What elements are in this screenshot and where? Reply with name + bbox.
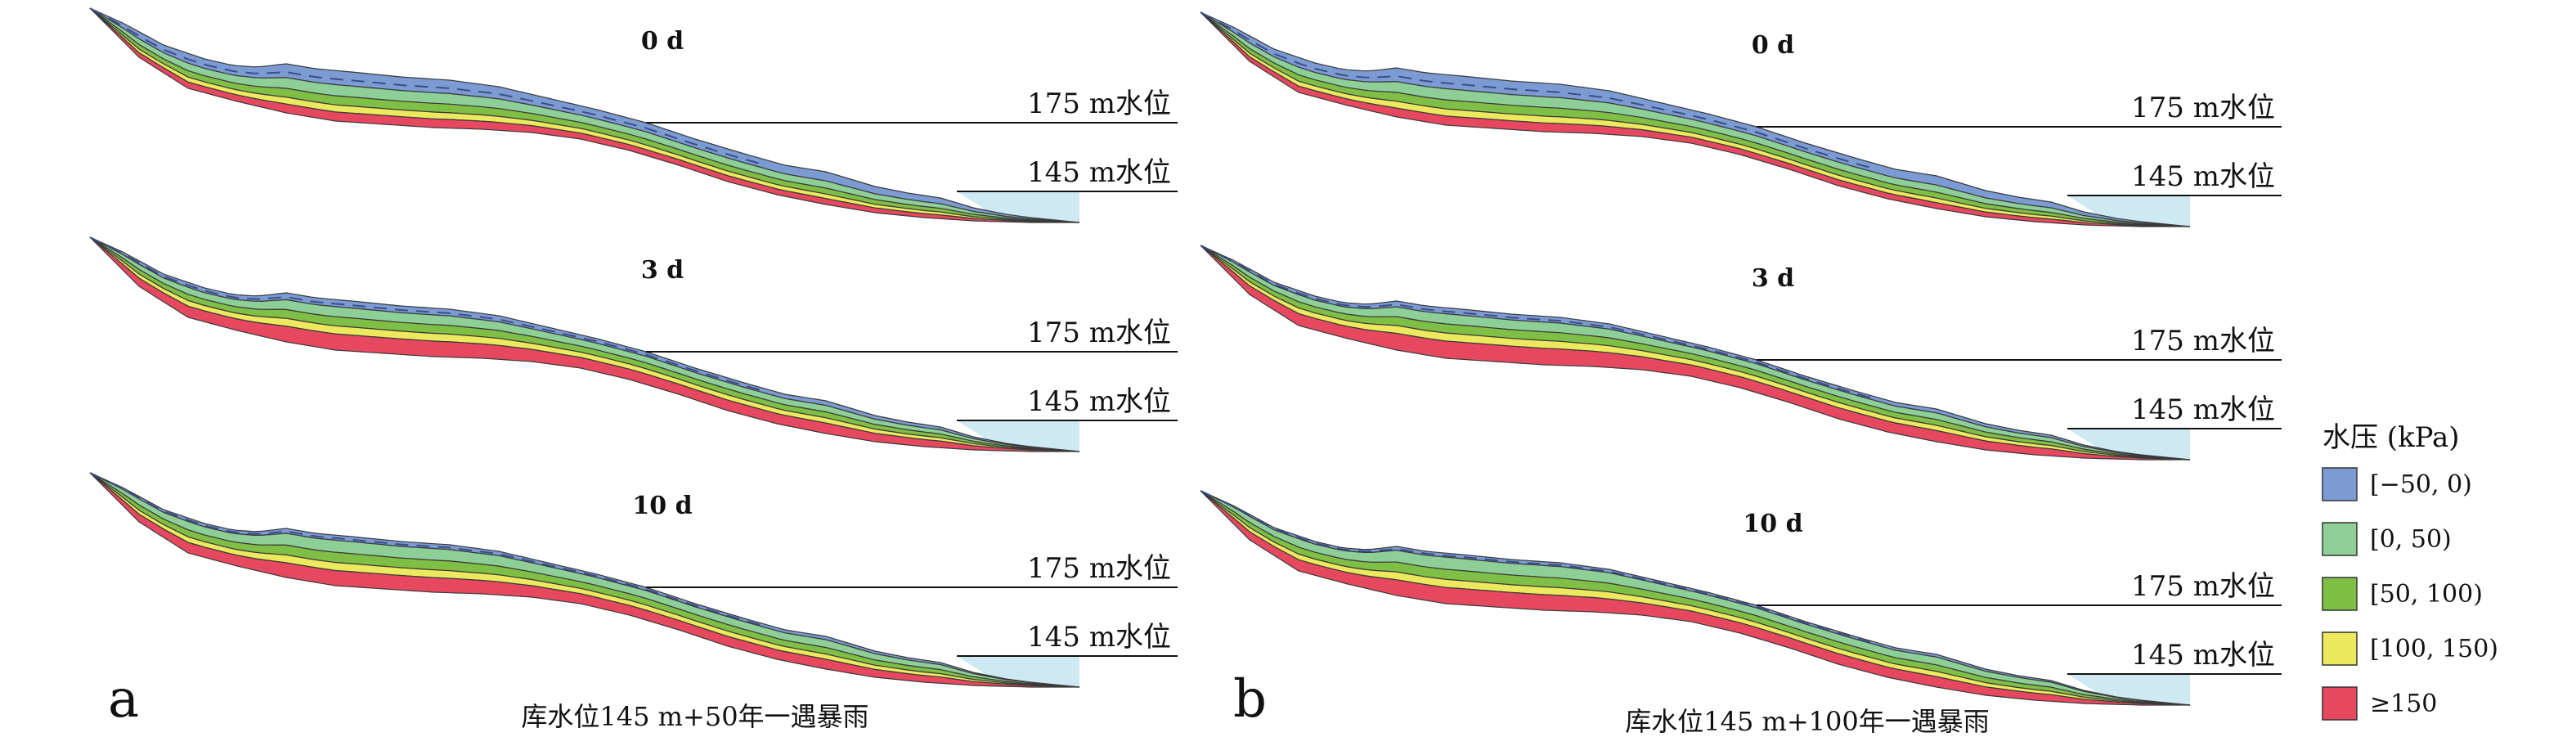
water-level-label-145: 145 m水位: [2131, 160, 2275, 193]
pressure-zone-4: [1200, 11, 2191, 227]
slope-section-row-10d: 175 m水位 145 m水位 10 d: [1200, 490, 2282, 706]
slope-section-row-3d: 175 m水位 145 m水位 3 d: [89, 236, 1178, 452]
water-level-label-145: 145 m水位: [1027, 385, 1171, 418]
water-level-label-175: 175 m水位: [2131, 570, 2275, 603]
slope-section-row-0d: 175 m水位 145 m水位 0 d: [89, 7, 1178, 223]
pressure-zone-1: [89, 236, 1080, 452]
time-label: 3 d: [1752, 264, 1794, 293]
water-level-label-145: 145 m水位: [1027, 621, 1171, 654]
water-level-label-145: 145 m水位: [2131, 639, 2275, 672]
reservoir-water: [2067, 195, 2190, 227]
phreatic-line: [1200, 490, 1872, 644]
legend-label-1: [0, 50): [2370, 525, 2452, 554]
slope-section-row-10d: 175 m水位 145 m水位 10 d: [89, 472, 1178, 688]
reservoir-water: [2067, 674, 2190, 705]
water-level-label-145: 145 m水位: [1027, 156, 1171, 189]
water-level-label-175: 175 m水位: [1027, 552, 1171, 585]
panel-b-caption: 库水位145 m+100年一遇暴雨: [1625, 706, 1990, 737]
reservoir-water: [957, 191, 1079, 222]
reservoir-water: [957, 656, 1079, 687]
time-label: 10 d: [1743, 510, 1802, 538]
water-level-label-175: 175 m水位: [2131, 92, 2275, 124]
legend-swatch-3: [2322, 631, 2358, 666]
time-label: 0 d: [1752, 31, 1794, 60]
legend-label-3: [100, 150): [2370, 635, 2498, 663]
legend-label-2: [50, 100): [2370, 580, 2483, 609]
legend-label-0: [−50, 0): [2370, 470, 2472, 499]
time-label: 0 d: [641, 27, 684, 56]
phreatic-line: [1200, 245, 1872, 399]
slope-section-row-3d: 175 m水位 145 m水位 3 d: [1200, 245, 2282, 461]
pressure-zone-4: [89, 236, 1080, 452]
panel-letter-a: a: [108, 669, 139, 730]
legend-swatch-2: [2322, 577, 2358, 611]
pressure-zone-1: [1200, 245, 2191, 461]
reservoir-water: [2067, 429, 2190, 460]
slope-section-row-0d: 175 m水位 145 m水位 0 d: [1200, 11, 2282, 227]
water-level-label-145: 145 m水位: [2131, 393, 2275, 426]
phreatic-line: [89, 236, 761, 391]
pressure-zone-0: [89, 7, 1080, 223]
legend-swatch-1: [2322, 522, 2358, 556]
pressure-zone-1: [89, 472, 1080, 688]
water-level-label-175: 175 m水位: [2131, 325, 2275, 357]
legend-label-4: ≥150: [2370, 690, 2437, 718]
legend-swatch-4: [2322, 686, 2358, 721]
water-level-label-175: 175 m水位: [1027, 317, 1171, 349]
phreatic-line: [89, 472, 761, 626]
reservoir-water: [957, 420, 1079, 452]
legend-swatch-0: [2322, 467, 2358, 501]
panel-a-caption: 库水位145 m+50年一遇暴雨: [521, 701, 868, 732]
pressure-zone-4: [89, 7, 1080, 223]
pressure-zone-1: [1200, 490, 2191, 706]
time-label: 10 d: [632, 492, 692, 520]
pressure-zone-4: [1200, 490, 2191, 706]
pressure-zone-4: [89, 472, 1080, 688]
time-label: 3 d: [641, 256, 684, 285]
water-level-label-175: 175 m水位: [1027, 88, 1171, 120]
phreatic-line: [89, 7, 761, 165]
phreatic-line: [1200, 11, 1872, 169]
legend-title: 水压 (kPa): [2322, 421, 2460, 454]
legend: 水压 (kPa) [−50, 0) [0, 50) [50, 100) [100, 1…: [2322, 421, 2498, 721]
pressure-zone-4: [1200, 245, 2191, 461]
pressure-zone-0: [1200, 11, 2191, 227]
panel-letter-b: b: [1233, 669, 1267, 730]
